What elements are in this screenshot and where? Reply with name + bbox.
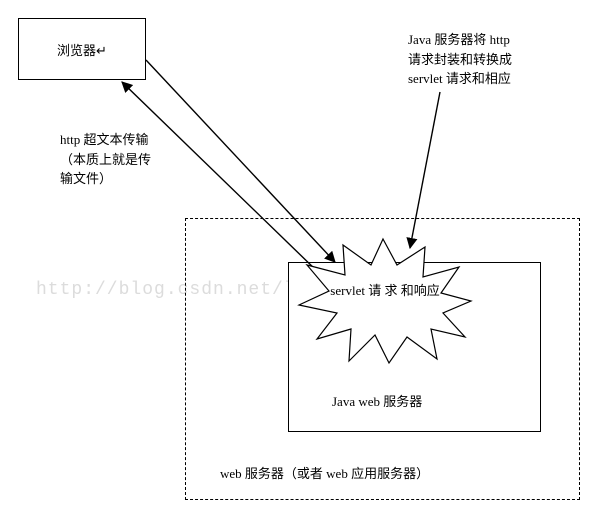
http-transport-label: http 超文本传输 （本质上就是传 输文件） (60, 130, 151, 189)
servlet-star-text: servlet 请 求 和响应 (330, 282, 440, 300)
java-web-server-label: Java web 服务器 (332, 392, 422, 412)
browser-label: 浏览器↵ (57, 40, 107, 59)
web-server-caption: web 服务器（或者 web 应用服务器） (220, 464, 429, 484)
java-http-label: Java 服务器将 http 请求封装和转换成 servlet 请求和相应 (408, 30, 512, 89)
browser-box: 浏览器↵ (18, 18, 146, 80)
